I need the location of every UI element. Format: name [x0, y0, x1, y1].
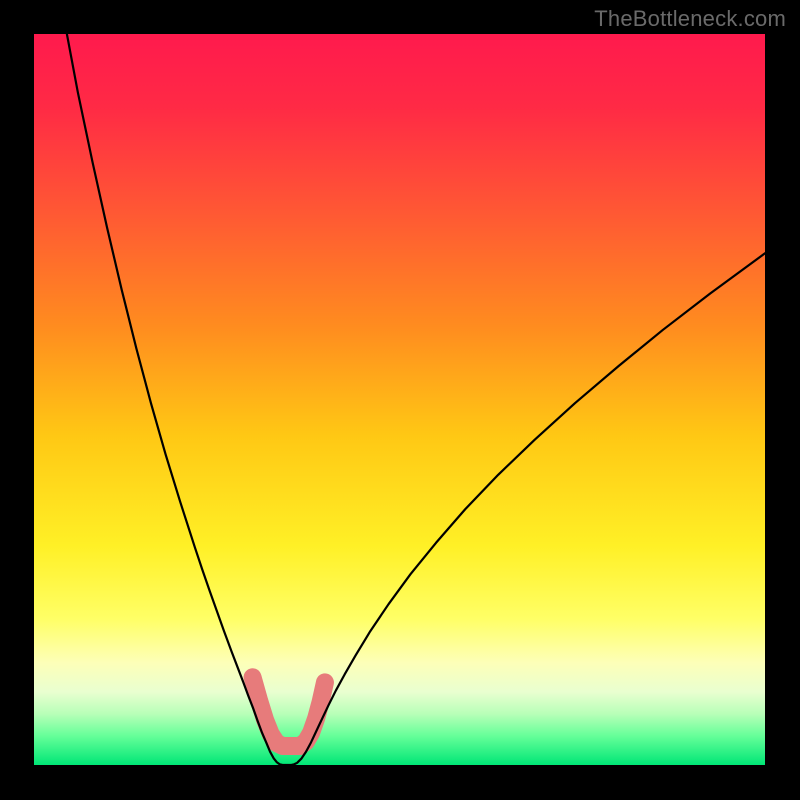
watermark-label: TheBottleneck.com: [594, 6, 786, 32]
gradient-background: [34, 34, 765, 765]
chart-container: TheBottleneck.com: [0, 0, 800, 800]
chart-svg: [0, 0, 800, 800]
